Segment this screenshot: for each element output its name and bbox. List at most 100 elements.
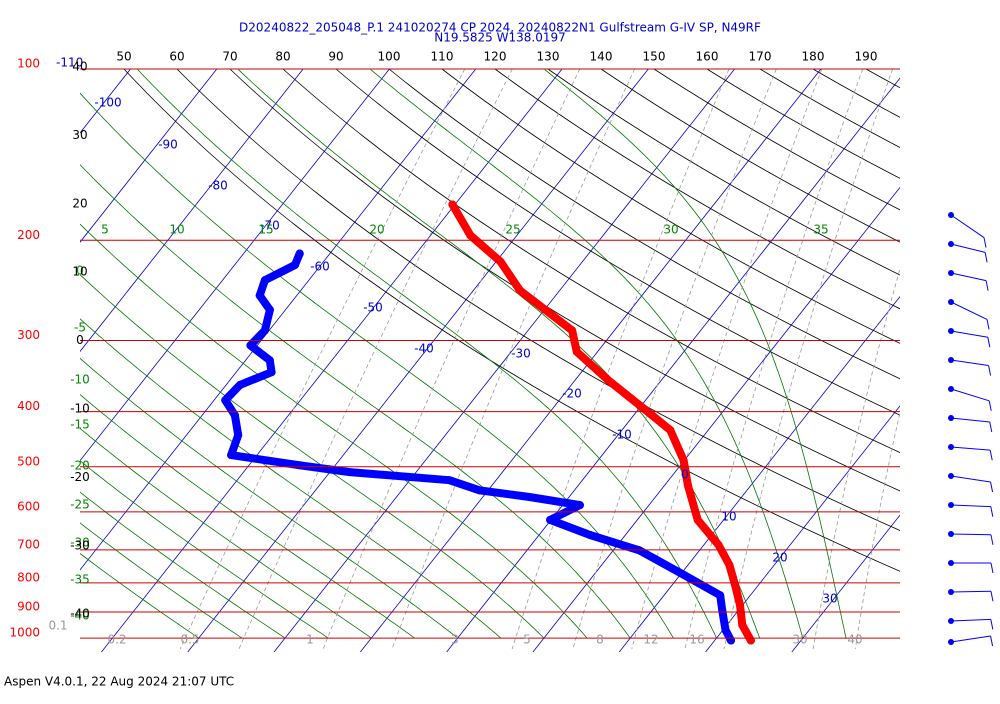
dry-adiabat xyxy=(547,69,900,276)
moist-adiabat xyxy=(80,357,458,639)
isotherm xyxy=(446,77,900,652)
barb-flag xyxy=(987,337,991,348)
moist-adiabat xyxy=(544,69,847,639)
pressure-label: 1000 xyxy=(9,626,40,640)
moist-adiabat-label: 25 xyxy=(505,223,520,237)
mixing-ratio-label: 40 xyxy=(847,633,862,647)
isotherm xyxy=(80,69,477,571)
profile-point xyxy=(496,257,505,266)
dry-adiabat-label: 100 xyxy=(378,50,401,64)
profile-point xyxy=(221,396,230,405)
barb-staff xyxy=(950,359,989,366)
profile-point xyxy=(515,286,524,295)
isotherm-label: -30 xyxy=(511,347,531,361)
profile-point xyxy=(265,305,274,314)
mixing-ratio-line xyxy=(391,69,635,650)
height-label: 40 xyxy=(72,60,87,74)
mixing-ratio-label: 1 xyxy=(306,633,314,647)
moist-adiabat xyxy=(370,69,804,639)
height-label: 10 xyxy=(72,265,87,279)
dry-adiabat-label: 50 xyxy=(116,50,131,64)
mixing-ratio-label: 16 xyxy=(689,633,704,647)
isotherm-label: -100 xyxy=(94,96,121,110)
dry-adiabat xyxy=(812,69,900,118)
isotherm-label: -110 xyxy=(56,56,83,70)
barb-staff xyxy=(950,330,988,338)
mixing-ratio-line xyxy=(684,69,864,650)
dry-adiabat xyxy=(494,69,900,310)
dry-adiabat xyxy=(282,69,900,453)
moist-adiabat-label: 10 xyxy=(169,223,184,237)
barb-staff xyxy=(950,446,991,451)
barb-flag xyxy=(985,280,989,291)
profile-point xyxy=(635,401,644,410)
mixing-ratio-label: 30 xyxy=(792,633,807,647)
barb-flag xyxy=(990,591,994,602)
mixing-ratio-label: 0.2 xyxy=(107,633,126,647)
moist-adiabat-label: -10 xyxy=(70,373,90,387)
dry-adiabat-label: 150 xyxy=(643,50,666,64)
barb-staff xyxy=(950,504,991,508)
dry-adiabat-label: 70 xyxy=(222,50,237,64)
isotherm xyxy=(791,514,900,652)
dry-adiabat xyxy=(600,69,900,243)
moist-adiabat-label: 5 xyxy=(101,223,109,237)
profile-point xyxy=(227,451,236,460)
profile-point xyxy=(738,621,747,630)
mixing-ratio-label: 5 xyxy=(523,633,531,647)
dry-adiabat-label: 130 xyxy=(537,50,560,64)
isotherm-label: 0 xyxy=(681,468,689,482)
isotherm xyxy=(532,186,900,652)
isotherm-label: -10 xyxy=(612,428,632,442)
profile-point xyxy=(680,571,689,580)
isotherm xyxy=(80,69,304,353)
profile-point xyxy=(736,601,745,610)
dry-adiabat xyxy=(865,69,900,89)
profile-point xyxy=(546,515,555,524)
dry-adiabat xyxy=(388,69,900,380)
height-label: 20 xyxy=(72,196,87,210)
mixing-ratio-line xyxy=(322,69,581,650)
footer: Aspen V4.0.1, 22 Aug 2024 21:07 UTC xyxy=(4,675,234,689)
isotherm-label: 30 xyxy=(822,592,837,606)
barb-flag xyxy=(986,319,990,330)
profile-point xyxy=(290,260,299,269)
chart-title: D20240822_205048_P.1 241020274 CP 2024, … xyxy=(239,21,761,35)
pressure-label: 600 xyxy=(17,499,40,513)
profile-point xyxy=(295,461,304,470)
barb-staff xyxy=(950,635,991,643)
barb-staff xyxy=(950,301,988,320)
moist-adiabat xyxy=(80,491,286,639)
moist-adiabat-label: -25 xyxy=(70,498,90,512)
pressure-label: 200 xyxy=(17,228,40,242)
barb-flag xyxy=(989,450,993,461)
profile-point xyxy=(572,347,581,356)
barb-flag xyxy=(989,421,993,433)
barb-flag xyxy=(988,365,992,376)
mixing-ratio-line xyxy=(511,69,730,650)
moist-adiabat-label: -15 xyxy=(70,418,90,432)
barb-staff xyxy=(950,214,985,238)
dry-adiabat xyxy=(706,69,900,179)
dry-adiabat xyxy=(759,69,900,148)
profile-point xyxy=(345,468,354,477)
profile-line xyxy=(221,249,735,645)
dry-adiabat-label: 170 xyxy=(749,50,772,64)
dry-adiabat-label: 120 xyxy=(484,50,507,64)
dry-adiabat-label: 180 xyxy=(802,50,825,64)
isotherm-label: -50 xyxy=(363,301,383,315)
moist-adiabat xyxy=(80,460,329,639)
dry-adiabat xyxy=(441,69,900,344)
profile-point xyxy=(731,581,740,590)
profile-point xyxy=(575,501,584,510)
moist-adiabat-label: -30 xyxy=(70,536,90,550)
barb-flag xyxy=(990,635,994,647)
moist-adiabat xyxy=(80,274,545,639)
profile-point xyxy=(265,356,274,365)
isotherm xyxy=(80,69,218,243)
pressure-label: 800 xyxy=(17,570,40,584)
moist-adiabat-label: 30 xyxy=(663,223,678,237)
barb-staff xyxy=(950,533,991,536)
dry-adiabat-label: 60 xyxy=(169,50,184,64)
height-label: -30 xyxy=(70,538,90,552)
